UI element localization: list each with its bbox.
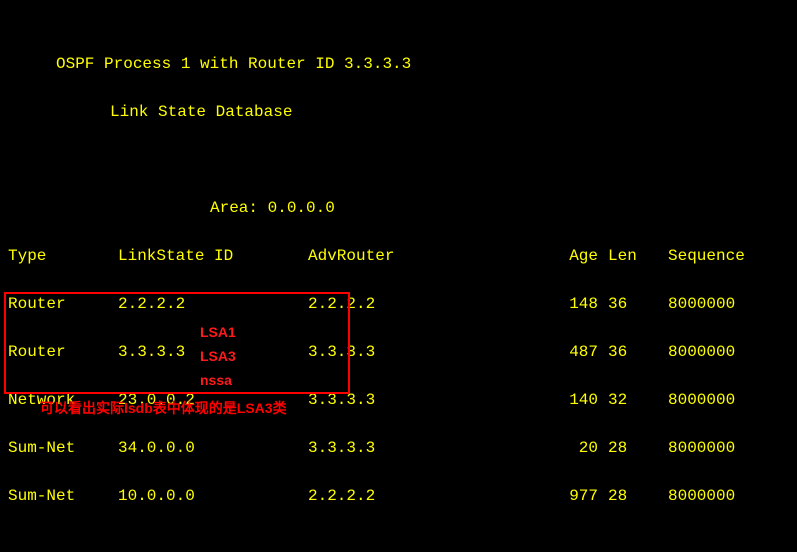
ospf-header-line1: OSPF Process 1 with Router ID 3.3.3.3 <box>0 52 797 76</box>
annotation-lsa1: LSA1 <box>200 320 236 344</box>
ospf-header-line2: Link State Database <box>0 100 797 124</box>
area0-row: Router2.2.2.22.2.2.2148368000000 <box>0 292 797 316</box>
annotation-nssa: nssa <box>200 368 232 392</box>
blank-line <box>0 148 797 172</box>
col-age: Age <box>528 244 608 268</box>
col-len: Len <box>608 244 668 268</box>
col-linkstate: LinkState ID <box>118 244 308 268</box>
area0-row: Sum-Net10.0.0.02.2.2.2977288000000 <box>0 484 797 508</box>
area0-row: Sum-Net34.0.0.03.3.3.320288000000 <box>0 436 797 460</box>
col-type: Type <box>0 244 118 268</box>
area0-header: Area: 0.0.0.0 <box>0 196 797 220</box>
col-seq: Sequence <box>668 244 745 268</box>
annotation-caption: 可以看出实际lsdb表中体现的是LSA3类 <box>40 396 287 420</box>
annotation-lsa3: LSA3 <box>200 344 236 368</box>
terminal-output: OSPF Process 1 with Router ID 3.3.3.3 Li… <box>0 0 797 552</box>
area0-row: Router3.3.3.33.3.3.3487368000000 <box>0 340 797 364</box>
blank-line <box>0 532 797 552</box>
col-advrouter: AdvRouter <box>308 244 528 268</box>
area0-col-header: TypeLinkState IDAdvRouterAgeLenSequence <box>0 244 797 268</box>
